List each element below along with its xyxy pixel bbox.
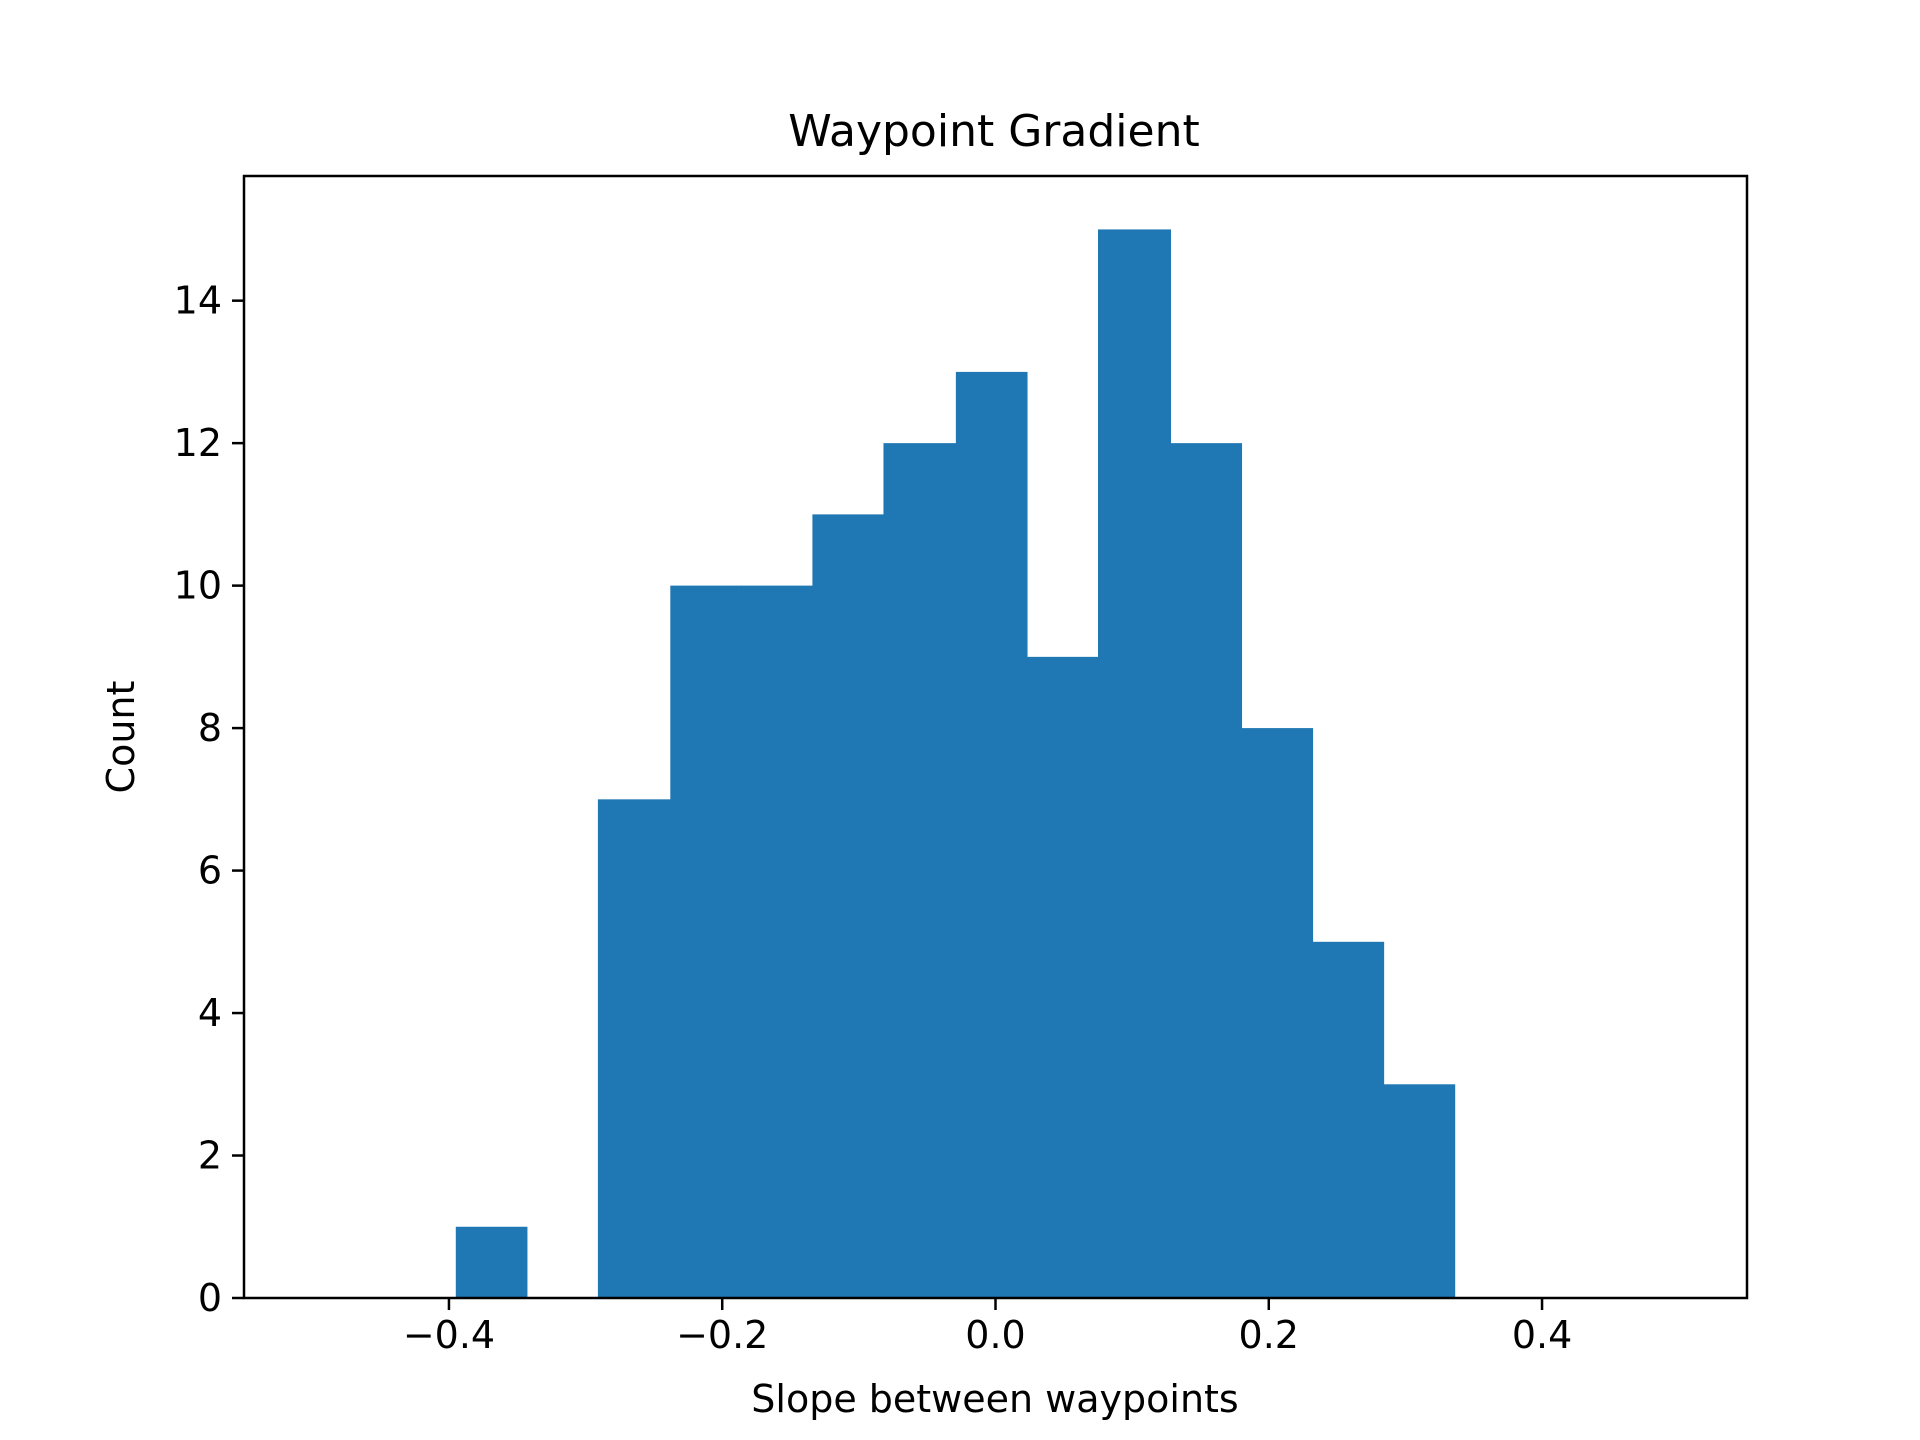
x-tick-label: −0.2 <box>676 1313 768 1357</box>
histogram-bar <box>883 443 957 1299</box>
y-tick-label: 4 <box>198 991 222 1035</box>
y-axis-ticks: 0 2 4 6 8 10 12 14 <box>174 279 244 1320</box>
histogram-bar <box>670 585 742 1298</box>
y-tick-label: 12 <box>174 421 222 465</box>
chart-title: Waypoint Gradient <box>788 106 1199 157</box>
histogram-bar <box>1241 728 1314 1298</box>
y-tick-label: 14 <box>174 279 222 323</box>
histogram-bar <box>597 799 671 1298</box>
plot-frame <box>242 174 1749 1300</box>
histogram-bar <box>1383 1084 1456 1298</box>
x-tick-label: −0.4 <box>403 1313 495 1357</box>
histogram-bar <box>741 585 814 1298</box>
histogram-bar <box>1312 941 1385 1298</box>
x-tick-label: 0.2 <box>1239 1313 1299 1357</box>
y-tick-label: 2 <box>198 1134 222 1178</box>
histogram-bar <box>1170 443 1243 1299</box>
histogram-bar <box>1097 229 1171 1298</box>
bars-layer <box>455 229 1456 1299</box>
y-tick-label: 10 <box>174 564 222 608</box>
x-axis-label: Slope between waypoints <box>751 1377 1238 1421</box>
histogram-bar <box>1026 656 1099 1298</box>
x-tick-label: 0.4 <box>1512 1313 1572 1357</box>
histogram-bar <box>455 1226 528 1298</box>
histogram-bar <box>955 371 1028 1298</box>
x-tick-label: 0.0 <box>965 1313 1025 1357</box>
y-axis-label: Count <box>99 681 143 794</box>
y-tick-label: 6 <box>198 849 222 893</box>
histogram-bar <box>812 514 885 1298</box>
x-axis-ticks: −0.4 −0.2 0.0 0.2 0.4 <box>403 1298 1572 1357</box>
y-tick-label: 0 <box>198 1276 222 1320</box>
y-tick-label: 8 <box>198 706 222 750</box>
